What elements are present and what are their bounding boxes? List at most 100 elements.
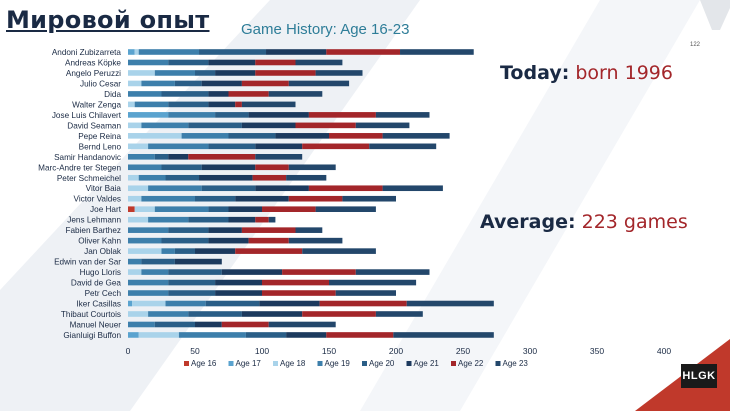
bar-jan-oblak-age-21 [195, 248, 236, 254]
legend-swatch-age-20 [362, 361, 367, 366]
page-number: 122 [690, 42, 701, 48]
bar-vitor-baia-age-22 [308, 185, 383, 192]
bar-vitor-baia-age-21 [255, 185, 309, 192]
y-tick-label-gianluigi-buffon: Gianluigi Buffon [63, 331, 121, 340]
legend-label-age-23: Age 23 [503, 359, 529, 368]
bar-andreas-kopke-age-20 [168, 59, 209, 66]
bar-andoni-zubizarreta-age-17 [128, 49, 135, 55]
bar-marc-andre-ter-stegen-age-20 [161, 164, 202, 171]
y-tick-label-hugo-lloris: Hugo Lloris [80, 268, 121, 277]
bar-david-seaman-age-23 [355, 122, 410, 129]
bar-thibaut-courtois-age-20 [188, 311, 242, 317]
x-tick-label-100: 100 [255, 346, 269, 356]
bar-iker-casillas-age-18 [132, 300, 166, 307]
y-tick-label-marc-andre-ter-stegen: Marc-Andre ter Stegen [38, 163, 121, 172]
y-tick-label-victor-valdes: Victor Valdes [74, 195, 121, 204]
bar-samir-handanovic-age-20 [154, 154, 169, 160]
bar-samir-handanovic-age-21 [168, 154, 189, 160]
bar-jan-oblak-age-20 [174, 248, 195, 254]
bar-victor-valdes-age-20 [195, 195, 236, 202]
x-tick-label-150: 150 [322, 346, 336, 356]
bar-peter-schmeichel-age-21 [199, 174, 253, 181]
bar-gianluigi-buffon-age-23 [393, 332, 494, 338]
bar-andoni-zubizarreta-age-21 [266, 49, 327, 55]
bar-peter-schmeichel-age-18 [128, 174, 139, 181]
bar-joe-hart-age-20 [208, 206, 229, 212]
y-tick-label-fabien-barthez: Fabien Barthez [65, 226, 121, 235]
bar-andreas-kopke-age-22 [255, 59, 296, 66]
bar-fabien-barthez-age-21 [208, 227, 242, 233]
today-label: Today: [500, 62, 570, 84]
bar-david-seaman-age-19 [141, 122, 189, 129]
slide-title: Мировой опыт [6, 6, 210, 34]
bar-hugo-lloris-age-23 [355, 269, 430, 275]
bar-andoni-zubizarreta-age-22 [326, 49, 401, 55]
y-tick-label-thibaut-courtois: Thibaut Courtois [61, 310, 121, 319]
bar-dida-age-20 [161, 91, 209, 97]
bar-iker-casillas-age-20 [205, 300, 260, 307]
bar-petr-cech-age-19 [128, 290, 169, 296]
y-tick-label-andreas-kopke: Andreas Köpke [65, 58, 121, 67]
y-tick-label-iker-casillas: Iker Casillas [76, 300, 121, 309]
bar-david-de-gea-age-23 [329, 279, 417, 286]
bar-fabien-barthez-age-22 [241, 227, 296, 233]
bar-vitor-baia-age-20 [201, 185, 256, 192]
average-label: Average: [480, 211, 576, 233]
legend-label-age-21: Age 21 [414, 359, 440, 368]
bar-angelo-peruzzi-age-20 [195, 70, 216, 76]
bar-oliver-kahn-age-22 [248, 237, 289, 244]
today-callout: Today: born 1996 [500, 62, 673, 84]
bar-david-de-gea-age-22 [262, 279, 329, 286]
y-tick-label-jan-oblak: Jan Oblak [84, 247, 122, 256]
hlgk-logo: HLGK [681, 364, 717, 388]
bar-julio-cesar-age-23 [288, 80, 350, 87]
x-tick-label-200: 200 [389, 346, 403, 356]
bar-julio-cesar-age-21 [201, 80, 242, 87]
bar-jose-luis-chilavert-age-20 [215, 112, 249, 118]
bar-manuel-neuer-age-20 [154, 321, 195, 328]
bar-julio-cesar-age-22 [241, 80, 289, 87]
bar-andoni-zubizarreta-age-18 [134, 49, 139, 55]
legend-swatch-age-23 [495, 361, 501, 366]
bar-bernd-leno-age-21 [255, 143, 303, 150]
y-tick-label-joe-hart: Joe Hart [90, 205, 122, 214]
bar-david-de-gea-age-21 [215, 279, 262, 286]
bar-julio-cesar-age-20 [174, 80, 202, 87]
bar-jose-luis-chilavert-age-19 [168, 112, 216, 118]
bar-victor-valdes-age-23 [342, 195, 396, 202]
bar-hugo-lloris-age-21 [221, 269, 283, 275]
bar-victor-valdes-age-21 [235, 195, 289, 202]
bar-pepe-reina-age-23 [382, 133, 450, 139]
corner-stripes-decoration [700, 0, 730, 30]
y-tick-label-manuel-neuer: Manuel Neuer [70, 320, 122, 329]
bar-dida-age-23 [268, 91, 323, 97]
legend-label-age-16: Age 16 [191, 359, 217, 368]
bar-gianluigi-buffon-age-20 [245, 332, 287, 338]
bar-andreas-kopke-age-19 [128, 59, 169, 66]
bar-iker-casillas-age-17 [128, 300, 133, 307]
bar-walter-zenga-age-23 [241, 101, 296, 108]
bar-oliver-kahn-age-20 [161, 237, 209, 244]
bar-hugo-lloris-age-20 [168, 269, 222, 275]
y-tick-label-andoni-zubizarreta: Andoni Zubizarreta [52, 48, 122, 57]
bar-bernd-leno-age-20 [208, 143, 256, 150]
bar-thibaut-courtois-age-18 [128, 311, 149, 317]
y-tick-label-oliver-kahn: Oliver Kahn [78, 237, 121, 246]
y-tick-label-pepe-reina: Pepe Reina [78, 132, 121, 141]
bar-andreas-kopke-age-23 [295, 59, 343, 66]
average-value: 223 games [581, 211, 688, 233]
bar-gianluigi-buffon-age-18 [138, 332, 179, 338]
y-tick-label-bernd-leno: Bernd Leno [79, 142, 122, 151]
y-tick-label-samir-handanovic: Samir Handanovic [54, 153, 121, 162]
bar-edwin-van-der-sar-age-19 [128, 258, 142, 265]
bar-andoni-zubizarreta-age-23 [400, 49, 474, 55]
x-tick-label-0: 0 [126, 346, 131, 356]
legend-swatch-age-21 [406, 361, 412, 366]
bar-oliver-kahn-age-19 [128, 237, 162, 244]
legend-label-age-19: Age 19 [325, 359, 351, 368]
bar-joe-hart-age-16 [128, 206, 135, 212]
bar-victor-valdes-age-19 [141, 195, 195, 202]
bar-bernd-leno-age-22 [302, 143, 370, 150]
bar-victor-valdes-age-22 [288, 195, 343, 202]
bar-dida-age-19 [128, 91, 162, 97]
